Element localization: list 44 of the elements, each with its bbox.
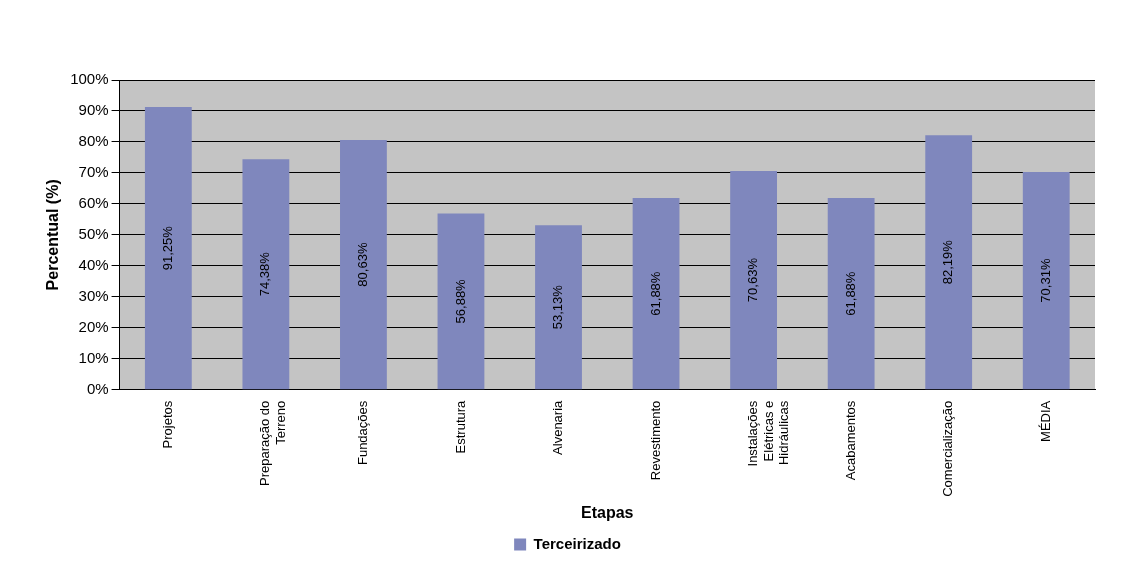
y-tick-label: 20% (78, 317, 109, 335)
y-tick-label: 80% (78, 132, 109, 150)
y-tick-label: 30% (78, 286, 109, 304)
x-tick-label: Acabamentos (842, 400, 858, 481)
y-tick-label: 40% (78, 255, 109, 273)
data-label: 91,25% (159, 225, 175, 271)
y-tick-label: 90% (78, 101, 109, 119)
x-tick-label: MÉDIA (1037, 400, 1053, 442)
y-tick-label: 60% (78, 194, 109, 212)
y-tick-label: 100% (70, 70, 109, 88)
data-label: 61,88% (647, 271, 663, 316)
bar (144, 107, 192, 390)
bar (340, 139, 387, 390)
data-label: 56,88% (452, 278, 468, 324)
bar (925, 135, 973, 390)
data-label: 74,38% (257, 251, 273, 297)
x-tick-label: Preparação do Terreno (257, 400, 289, 486)
data-label: 70,31% (1037, 258, 1053, 303)
x-axis-title: Etapas (581, 503, 634, 521)
y-tick-label: 0% (86, 379, 109, 397)
y-tick-label: 70% (78, 163, 109, 181)
x-tick-label: Comercialização (940, 400, 956, 497)
data-label: 70,63% (745, 257, 761, 303)
y-tick-label: 10% (78, 348, 109, 366)
bar (437, 213, 485, 390)
x-tick-label: Estrutura (452, 399, 468, 454)
y-axis-title: Percentual (%) (44, 179, 62, 291)
data-label: 53,13% (550, 284, 566, 330)
x-tick-label: Fundações (355, 400, 370, 466)
bar (827, 198, 875, 390)
x-tick-label: Alvenaria (550, 399, 566, 455)
data-label: 82,19% (940, 239, 956, 285)
x-tick-label: Projetos (159, 400, 175, 449)
y-tick-label: 50% (78, 225, 109, 242)
legend-label: Terceirizado (533, 534, 621, 552)
bar (730, 170, 778, 390)
bar (632, 198, 680, 390)
data-label: 61,88% (842, 271, 858, 316)
bar (242, 159, 290, 390)
data-label: 80,63% (355, 242, 370, 287)
x-tick-label: Instalações Elétricas e Hidráulicas (745, 400, 792, 467)
bar (1022, 171, 1070, 390)
bar (535, 225, 582, 390)
x-tick-label: Revestimento (647, 400, 663, 481)
